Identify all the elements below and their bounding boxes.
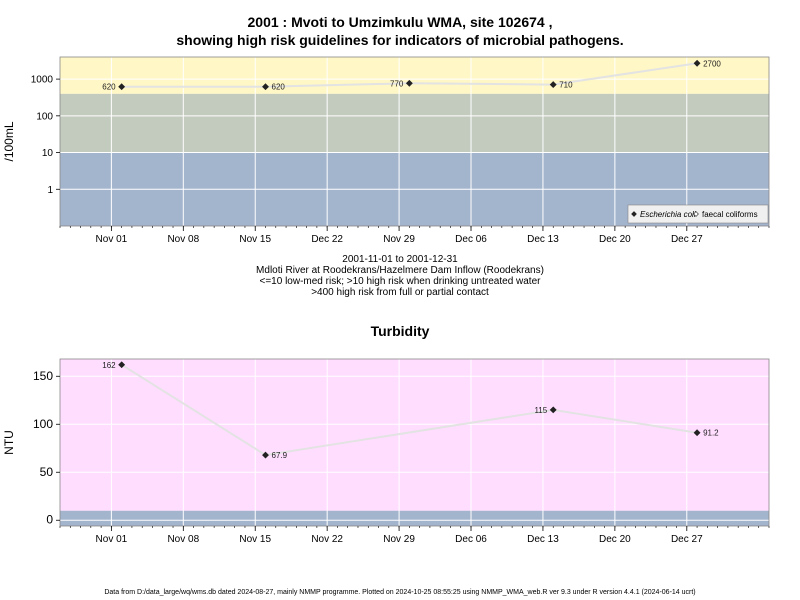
y-axis-label-1: NTU — [2, 430, 16, 455]
caption-date-range: 2001-11-01 to 2001-12-31 — [342, 254, 458, 265]
caption-risk-contact: >400 high risk from full or partial cont… — [311, 287, 489, 298]
y-tick-label-1-0: 0 — [46, 513, 53, 527]
data-label-0-0-2: 770 — [390, 79, 404, 88]
data-label-0-0-0: 620 — [102, 83, 116, 92]
risk-band-0-1 — [60, 93, 769, 153]
data-point-1-0-3 — [693, 429, 701, 437]
y-tick-label-0-0: 1 — [47, 185, 53, 196]
y-tick-label-1-1: 50 — [40, 465, 54, 479]
data-label-1-0-1: 67.9 — [272, 451, 288, 460]
x-tick-label-0-6: Dec 13 — [527, 234, 559, 245]
y-tick-label-0-3: 1000 — [31, 75, 54, 86]
x-tick-label-0-3: Dec 22 — [311, 234, 343, 245]
risk-band-0-2 — [60, 57, 769, 94]
data-point-0-0-4 — [693, 59, 701, 67]
x-tick-label-0-5: Dec 06 — [455, 234, 487, 245]
data-point-1-0-1 — [262, 451, 269, 459]
x-tick-label-0-1: Nov 08 — [167, 234, 199, 245]
data-label-1-0-2: 115 — [534, 406, 547, 415]
caption-risk-drinking: <=10 low-med risk; >10 high risk when dr… — [259, 276, 541, 287]
x-tick-label-1-4: Nov 29 — [383, 534, 415, 545]
risk-band-1-0 — [60, 510, 769, 526]
y-axis-label-0: /100mL — [2, 121, 16, 161]
legend-marker-0 — [631, 211, 637, 217]
data-label-0-0-1: 620 — [272, 83, 286, 92]
x-tick-label-1-3: Nov 22 — [311, 534, 343, 545]
data-point-0-0-0 — [118, 83, 126, 91]
x-tick-label-1-2: Nov 15 — [239, 534, 271, 545]
turbidity-title: Turbidity — [370, 323, 430, 339]
x-tick-label-0-7: Dec 20 — [599, 234, 631, 245]
plot-frame-1 — [59, 358, 770, 527]
y-tick-label-0-2: 100 — [36, 111, 53, 122]
data-point-0-0-3 — [549, 81, 557, 88]
data-label-0-0-3: 710 — [559, 81, 573, 90]
x-tick-label-1-1: Nov 08 — [167, 534, 199, 545]
x-tick-label-0-2: Nov 15 — [239, 234, 271, 245]
y-tick-label-1-3: 150 — [33, 369, 53, 383]
x-tick-label-0-0: Nov 01 — [96, 234, 128, 245]
risk-band-1-1 — [60, 359, 769, 511]
x-tick-label-1-8: Dec 27 — [671, 534, 703, 545]
series-line-1-0 — [121, 363, 698, 457]
data-point-0-0-1 — [262, 83, 269, 91]
data-label-1-0-3: 91.2 — [703, 429, 719, 438]
y-tick-label-0-1: 10 — [42, 148, 54, 159]
x-tick-label-1-5: Dec 06 — [455, 534, 487, 545]
legend-marker-1 — [693, 211, 699, 217]
data-point-1-0-2 — [549, 406, 557, 414]
data-point-1-0-0 — [118, 361, 126, 369]
data-label-1-0-0: 162 — [102, 361, 116, 370]
data-label-0-0-4: 2700 — [703, 59, 721, 68]
chart-title-line1: 2001 : Mvoti to Umzimkulu WMA, site 1026… — [247, 14, 553, 30]
footer-note: Data from D:/data_large/wq/wms.db dated … — [104, 589, 696, 596]
chart-title-line2: showing high risk guidelines for indicat… — [176, 32, 624, 48]
plot-frame-0 — [59, 56, 770, 227]
x-tick-label-0-4: Nov 29 — [383, 234, 415, 245]
data-point-0-0-2 — [405, 79, 413, 87]
legend-item-0: Escherichia coli — [640, 210, 696, 219]
legend-item-1: faecal coliforms — [702, 210, 758, 219]
y-tick-label-1-2: 100 — [33, 417, 53, 431]
caption-site: Mdloti River at Roodekrans/Hazelmere Dam… — [256, 265, 544, 276]
x-tick-label-1-6: Dec 13 — [527, 534, 559, 545]
x-tick-label-1-7: Dec 20 — [599, 534, 631, 545]
x-tick-label-1-0: Nov 01 — [96, 534, 128, 545]
x-tick-label-0-8: Dec 27 — [671, 234, 703, 245]
